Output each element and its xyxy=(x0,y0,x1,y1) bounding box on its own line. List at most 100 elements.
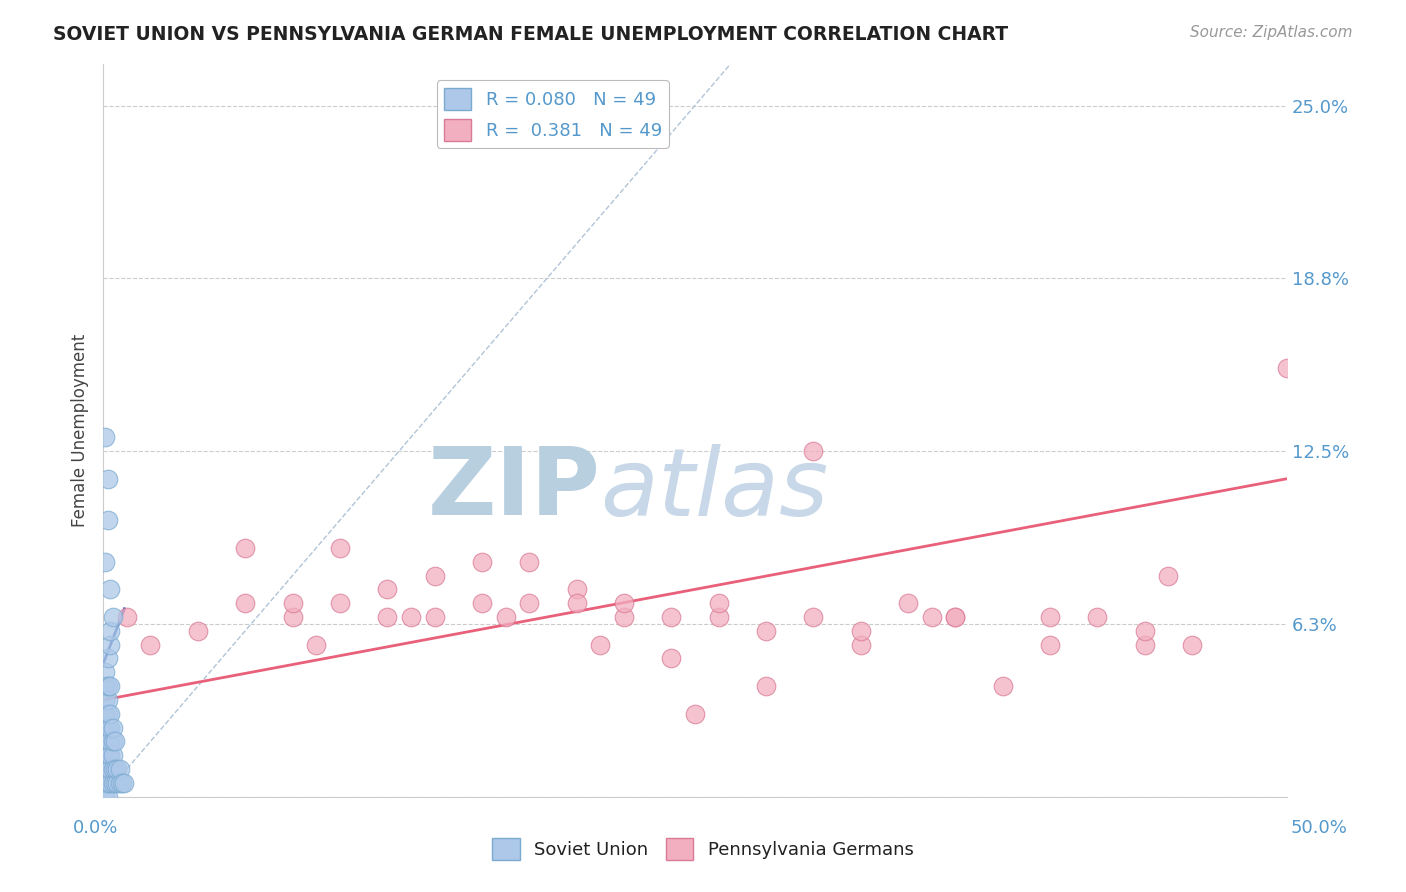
Point xyxy=(97,776,120,790)
Point xyxy=(755,679,778,693)
Point xyxy=(94,748,117,763)
Point xyxy=(97,789,120,804)
Point xyxy=(98,762,121,776)
Point xyxy=(659,651,682,665)
Point xyxy=(104,762,127,776)
Text: atlas: atlas xyxy=(600,443,828,534)
Point xyxy=(94,679,117,693)
Point xyxy=(101,721,124,735)
Point xyxy=(589,638,612,652)
Point xyxy=(94,430,117,444)
Point xyxy=(1275,361,1298,376)
Point xyxy=(94,555,117,569)
Point xyxy=(613,596,636,610)
Point xyxy=(115,610,138,624)
Point xyxy=(97,721,120,735)
Point xyxy=(101,748,124,763)
Text: SOVIET UNION VS PENNSYLVANIA GERMAN FEMALE UNEMPLOYMENT CORRELATION CHART: SOVIET UNION VS PENNSYLVANIA GERMAN FEMA… xyxy=(53,25,1008,44)
Point xyxy=(108,762,131,776)
Point xyxy=(921,610,943,624)
Point xyxy=(139,638,162,652)
Point xyxy=(98,734,121,748)
Point xyxy=(565,582,588,597)
Point xyxy=(94,706,117,721)
Point xyxy=(1133,624,1156,638)
Point xyxy=(94,693,117,707)
Point xyxy=(98,638,121,652)
Point xyxy=(755,624,778,638)
Point xyxy=(659,610,682,624)
Point xyxy=(565,596,588,610)
Point xyxy=(849,624,872,638)
Point xyxy=(101,776,124,790)
Point xyxy=(801,444,824,458)
Point xyxy=(97,734,120,748)
Point xyxy=(1157,568,1180,582)
Point xyxy=(94,665,117,680)
Point xyxy=(423,568,446,582)
Point xyxy=(683,706,706,721)
Text: 50.0%: 50.0% xyxy=(1291,819,1347,837)
Point xyxy=(1039,610,1062,624)
Point xyxy=(101,610,124,624)
Point xyxy=(94,762,117,776)
Text: 0.0%: 0.0% xyxy=(73,819,118,837)
Point xyxy=(943,610,966,624)
Point xyxy=(281,610,304,624)
Point xyxy=(233,596,256,610)
Point xyxy=(707,596,730,610)
Point xyxy=(94,789,117,804)
Point xyxy=(97,693,120,707)
Point xyxy=(1085,610,1108,624)
Legend: R = 0.080   N = 49, R =  0.381   N = 49: R = 0.080 N = 49, R = 0.381 N = 49 xyxy=(437,80,669,148)
Point xyxy=(517,596,540,610)
Point xyxy=(281,596,304,610)
Point xyxy=(98,748,121,763)
Point xyxy=(305,638,328,652)
Point xyxy=(104,734,127,748)
Point xyxy=(375,582,398,597)
Point xyxy=(94,776,117,790)
Point xyxy=(94,721,117,735)
Point xyxy=(98,706,121,721)
Point xyxy=(991,679,1014,693)
Point xyxy=(97,748,120,763)
Point xyxy=(943,610,966,624)
Point xyxy=(105,762,128,776)
Text: ZIP: ZIP xyxy=(427,443,600,535)
Legend: Soviet Union, Pennsylvania Germans: Soviet Union, Pennsylvania Germans xyxy=(485,830,921,867)
Point xyxy=(97,472,120,486)
Point xyxy=(375,610,398,624)
Point xyxy=(104,776,127,790)
Point xyxy=(97,679,120,693)
Point xyxy=(471,596,494,610)
Point xyxy=(101,762,124,776)
Point xyxy=(98,679,121,693)
Point xyxy=(1181,638,1204,652)
Y-axis label: Female Unemployment: Female Unemployment xyxy=(72,334,89,527)
Point xyxy=(495,610,517,624)
Point xyxy=(329,541,352,555)
Point xyxy=(517,555,540,569)
Point xyxy=(423,610,446,624)
Point xyxy=(707,610,730,624)
Point xyxy=(105,776,128,790)
Point xyxy=(471,555,494,569)
Point xyxy=(114,776,136,790)
Point xyxy=(399,610,422,624)
Point xyxy=(98,776,121,790)
Point xyxy=(94,734,117,748)
Point xyxy=(98,624,121,638)
Point xyxy=(1039,638,1062,652)
Point xyxy=(187,624,209,638)
Point xyxy=(1133,638,1156,652)
Point xyxy=(97,513,120,527)
Point xyxy=(801,610,824,624)
Point xyxy=(613,610,636,624)
Point xyxy=(111,776,134,790)
Point xyxy=(98,721,121,735)
Point xyxy=(101,734,124,748)
Point xyxy=(233,541,256,555)
Point xyxy=(108,776,131,790)
Point xyxy=(97,706,120,721)
